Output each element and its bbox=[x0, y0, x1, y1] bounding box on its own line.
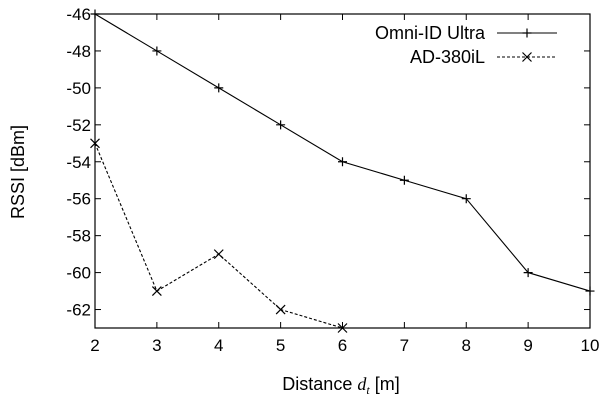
series-1 bbox=[90, 9, 595, 296]
y-tick-label: -52 bbox=[66, 116, 91, 135]
series-2-point bbox=[275, 304, 286, 315]
series-2-point bbox=[151, 286, 162, 296]
y-tick-label: -48 bbox=[66, 42, 91, 61]
series-1-line bbox=[94, 13, 591, 292]
x-tick-label: 9 bbox=[523, 336, 532, 355]
x-tick-label: 6 bbox=[338, 336, 347, 355]
y-axis: -46 -48 -50 -52 -54 -56 -58 -60 -62 bbox=[66, 5, 590, 320]
legend: Omni-ID Ultra AD-380iL bbox=[375, 23, 557, 67]
legend-marker bbox=[522, 28, 532, 38]
series-2 bbox=[90, 138, 348, 333]
x-axis-label-subscript: t bbox=[366, 383, 370, 397]
series-2-point bbox=[213, 249, 224, 260]
series-1-point bbox=[399, 175, 409, 185]
y-axis-label: RSSI [dBm] bbox=[8, 125, 28, 219]
series-layer bbox=[90, 9, 595, 333]
x-tick-label: 8 bbox=[462, 336, 471, 355]
y-tick-label: -54 bbox=[66, 153, 91, 172]
series-2-line bbox=[94, 143, 343, 329]
x-tick-label: 7 bbox=[400, 336, 409, 355]
series-1-point bbox=[338, 157, 347, 167]
series-1-point bbox=[276, 120, 286, 130]
x-axis-label-variable: d bbox=[357, 374, 367, 394]
x-tick-label: 10 bbox=[581, 336, 600, 355]
series-2-point bbox=[337, 323, 348, 333]
x-tick-label: 2 bbox=[90, 336, 99, 355]
y-tick-label: -60 bbox=[66, 264, 91, 283]
y-tick-label: -58 bbox=[66, 227, 91, 246]
x-tick-label: 4 bbox=[214, 336, 223, 355]
x-axis: 2 3 4 5 6 7 8 9 10 bbox=[90, 14, 599, 355]
series-1-point bbox=[461, 194, 471, 204]
y-tick-label: -46 bbox=[66, 5, 91, 24]
series-1-point bbox=[585, 286, 595, 296]
legend-label: AD-380iL bbox=[410, 47, 485, 67]
series-2-point bbox=[90, 138, 100, 149]
series-1-point bbox=[152, 46, 162, 56]
legend-label: Omni-ID Ultra bbox=[375, 23, 486, 43]
y-tick-label: -56 bbox=[66, 190, 91, 209]
plot-border bbox=[94, 13, 591, 329]
series-1-point bbox=[214, 83, 224, 93]
x-axis-label: Distance dt [m] bbox=[282, 374, 399, 397]
series-1-point bbox=[523, 268, 533, 278]
y-tick-label: -50 bbox=[66, 79, 91, 98]
x-tick-label: 3 bbox=[152, 336, 161, 355]
series-1-point bbox=[90, 9, 100, 19]
x-axis-label-text: Distance bbox=[282, 374, 352, 394]
plot-frame bbox=[94, 13, 591, 329]
x-tick-label: 5 bbox=[276, 336, 285, 355]
y-tick-label: -62 bbox=[66, 301, 91, 320]
legend-marker bbox=[522, 52, 532, 62]
x-axis-label-unit: [m] bbox=[375, 374, 400, 394]
